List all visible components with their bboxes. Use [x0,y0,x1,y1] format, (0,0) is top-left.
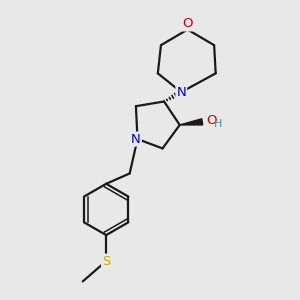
Text: H: H [214,119,223,129]
Text: N: N [176,85,186,99]
Polygon shape [180,119,203,125]
Text: S: S [102,255,110,268]
Text: O: O [182,17,193,30]
Text: N: N [131,133,141,146]
Text: O: O [206,114,216,127]
